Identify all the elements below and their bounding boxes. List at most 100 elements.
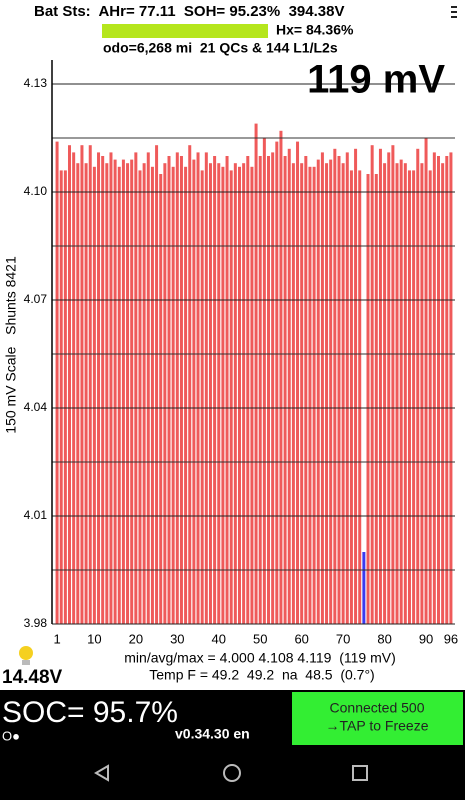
indicator: O● [2, 728, 20, 743]
bar [97, 152, 101, 624]
bar [436, 156, 440, 624]
bar [304, 156, 308, 624]
bar [250, 166, 254, 625]
bar [242, 163, 246, 624]
bar [80, 145, 84, 624]
bar [121, 159, 125, 624]
bar [387, 152, 391, 624]
bar [246, 156, 250, 624]
chart: 3.98 4.01 4.04 4.07 4.10 4.13 1 10 20 30 40 50 60 70 8… [24, 76, 459, 646]
bar [291, 163, 295, 624]
x-tick-label: 96 [444, 631, 458, 646]
spread: 119 mV [307, 58, 445, 102]
x-tick-label: 20 [129, 631, 143, 646]
bulb-icon [19, 646, 33, 665]
y-tick-label: 4.10 [24, 184, 48, 198]
bar [395, 163, 399, 624]
x-tick-label: 60 [294, 631, 308, 646]
bar [329, 159, 333, 624]
bar [68, 145, 72, 624]
bar [279, 130, 283, 625]
x-tick-label: 10 [87, 631, 101, 646]
aux-voltage: 14.48V [2, 667, 63, 688]
bar [370, 145, 374, 624]
x-tick-label: 50 [253, 631, 267, 646]
x-tick-label: 70 [336, 631, 350, 646]
bar [366, 174, 370, 624]
bar [105, 163, 109, 624]
bar [84, 163, 88, 624]
bar [101, 156, 105, 624]
bar [155, 145, 159, 624]
bar [192, 159, 196, 624]
bar [159, 174, 163, 624]
bar [391, 145, 395, 624]
x-tick-label: 30 [170, 631, 184, 646]
bar [126, 163, 130, 624]
bar [167, 156, 171, 624]
bar [337, 156, 341, 624]
bar [146, 152, 150, 624]
bar [312, 166, 316, 625]
bar [275, 141, 279, 624]
bar [134, 152, 138, 624]
bar [283, 156, 287, 624]
bar [59, 170, 63, 624]
back-button[interactable] [94, 764, 109, 782]
bar [354, 148, 358, 625]
bar [428, 170, 432, 624]
recents-button[interactable] [352, 765, 368, 781]
connect-button-bg[interactable] [292, 692, 463, 745]
bar [113, 159, 117, 624]
bar [325, 163, 329, 624]
y-tick-label: 4.01 [24, 508, 48, 522]
health: Hx= 84.36% [276, 22, 354, 38]
x-tick-label: 90 [419, 631, 433, 646]
bar [213, 156, 217, 624]
bar [271, 152, 275, 624]
bar [407, 170, 411, 624]
y-tick-label: 4.13 [24, 76, 48, 90]
connection-status[interactable]: Connected 500 [330, 700, 425, 716]
freeze-action[interactable]: →TAP to Freeze [326, 718, 429, 734]
bar [237, 166, 241, 625]
bar [138, 170, 142, 624]
bar [179, 156, 183, 624]
bar [171, 166, 175, 625]
bar [420, 163, 424, 624]
bar [320, 152, 324, 624]
battery-status: Bat Sts: AHr= 77.11 SOH= 95.23% 394.38V [34, 3, 344, 20]
bar [130, 159, 134, 624]
bar [349, 170, 353, 624]
bar [204, 152, 208, 624]
bar [217, 163, 221, 624]
soc: SOC= 95.7% [2, 696, 178, 729]
bar [163, 163, 167, 624]
health-gauge [102, 24, 268, 38]
connect-button[interactable]: Connected 500 →TAP to Freeze [292, 692, 463, 745]
bar [225, 156, 229, 624]
bar [55, 141, 59, 624]
bar [254, 123, 258, 624]
bar [300, 163, 304, 624]
y-tick-label: 4.04 [24, 400, 48, 414]
bar [76, 163, 80, 624]
bar [233, 163, 237, 624]
bar [150, 166, 154, 625]
bar [196, 152, 200, 624]
voltage-stats: min/avg/max = 4.000 4.108 4.119 (119 mV) [124, 650, 395, 666]
version: v0.34.30 en [175, 726, 250, 742]
home-button[interactable] [223, 764, 241, 782]
bar [424, 138, 428, 624]
bar [142, 163, 146, 624]
bar [341, 163, 345, 624]
bar [200, 170, 204, 624]
bar [109, 152, 113, 624]
bar [316, 159, 320, 624]
menu-icon[interactable] [451, 6, 457, 18]
temperature-stats: Temp F = 49.2 49.2 na 48.5 (0.7°) [149, 667, 374, 683]
bar [184, 166, 188, 625]
bar [88, 145, 92, 624]
bar [399, 159, 403, 624]
bar [188, 145, 192, 624]
